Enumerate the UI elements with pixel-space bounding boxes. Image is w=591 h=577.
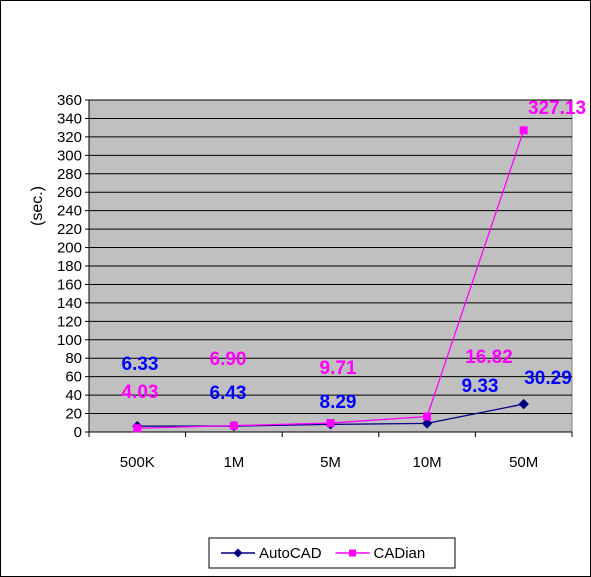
data-label-cadian: 4.03 (122, 382, 159, 403)
y-tick-label: 40 (65, 387, 82, 404)
y-tick-label: 180 (57, 258, 82, 275)
data-label-autocad: 30.29 (524, 368, 572, 389)
data-labels-layer: 6.33 6.43 8.29 9.33 30.29 4.03 6.90 9.71 16.82 32… (122, 98, 587, 413)
x-axis-ticks: 500K 1M 5M 10M 50M (88, 432, 573, 471)
series-layer (132, 126, 529, 433)
data-label-autocad: 9.33 (462, 376, 499, 397)
data-point-autocad (421, 418, 433, 429)
y-tick-label: 160 (57, 276, 82, 293)
y-tick-label: 340 (57, 110, 82, 127)
y-tick-label: 200 (57, 240, 82, 257)
data-label-cadian: 6.90 (210, 349, 247, 370)
data-point-cadian (133, 424, 142, 433)
data-label-autocad: 8.29 (320, 392, 357, 413)
data-point-autocad (518, 398, 529, 410)
legend-label-cadian: CADian (374, 545, 426, 562)
y-tick-label: 240 (57, 203, 82, 220)
data-point-cadian (423, 412, 432, 421)
data-point-cadian (229, 421, 238, 430)
x-tick-label: 1M (223, 454, 244, 471)
x-tick-label: 5M (320, 454, 341, 471)
data-point-cadian (519, 126, 528, 135)
data-label-autocad: 6.43 (210, 383, 247, 404)
x-tick-label: 50M (509, 454, 538, 471)
gridlines (89, 99, 572, 415)
y-tick-label: 20 (65, 406, 82, 423)
legend-marker-autocad (233, 548, 243, 558)
y-tick-label: 140 (57, 295, 82, 312)
y-tick-label: 100 (57, 332, 82, 349)
data-point-cadian (326, 419, 335, 428)
y-tick-label: 220 (57, 221, 82, 238)
y-tick-label: 320 (57, 129, 82, 146)
y-axis-label: (sec.) (29, 186, 46, 226)
y-tick-label: 260 (57, 184, 82, 201)
legend: AutoCAD CADian (208, 537, 456, 569)
data-label-autocad: 6.33 (122, 354, 159, 375)
y-tick-label: 0 (74, 424, 82, 441)
legend-marker-cadian (349, 549, 357, 557)
data-label-cadian: 327.13 (528, 98, 586, 119)
y-tick-label: 300 (57, 147, 82, 164)
y-tick-label: 60 (65, 369, 82, 386)
y-tick-label: 80 (65, 350, 82, 367)
x-tick-label: 10M (413, 454, 442, 471)
x-tick-label: 500K (120, 454, 155, 471)
data-label-cadian: 9.71 (320, 358, 357, 379)
y-tick-label: 120 (57, 313, 82, 330)
legend-label-autocad: AutoCAD (259, 545, 322, 562)
data-label-cadian: 16.82 (465, 347, 513, 368)
y-tick-label: 280 (57, 166, 82, 183)
y-tick-label: 360 (57, 92, 82, 109)
